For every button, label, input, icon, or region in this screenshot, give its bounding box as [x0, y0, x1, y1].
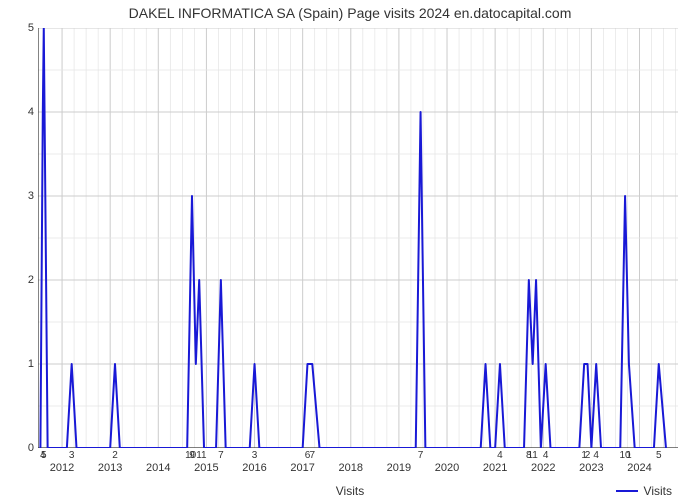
y-tick-label: 3: [4, 190, 34, 202]
x-tick-label: 2021: [483, 462, 507, 474]
x-tick-label: 2020: [435, 462, 459, 474]
plot-area: [38, 28, 678, 448]
x-tick-label: 2022: [531, 462, 555, 474]
x-tick-label: 2015: [194, 462, 218, 474]
data-point-label: 2: [585, 450, 591, 461]
y-tick-label: 0: [4, 442, 34, 454]
y-tick-label: 4: [4, 106, 34, 118]
x-tick-label: 2016: [242, 462, 266, 474]
x-tick-label: 2024: [627, 462, 651, 474]
x-tick-label: 2013: [98, 462, 122, 474]
data-point-label: 2: [112, 450, 118, 461]
legend-label: Visits: [644, 484, 672, 498]
chart-svg: [38, 28, 678, 448]
x-axis-label: Visits: [0, 484, 700, 498]
legend: Visits: [616, 484, 672, 498]
legend-swatch: [616, 490, 638, 492]
data-point-label: 1: [626, 450, 632, 461]
y-tick-label: 5: [4, 22, 34, 34]
y-tick-label: 2: [4, 274, 34, 286]
data-point-label: 7: [310, 450, 316, 461]
data-point-label: 11: [527, 450, 537, 461]
y-tick-label: 1: [4, 358, 34, 370]
x-tick-label: 2023: [579, 462, 603, 474]
data-point-label: 4: [593, 450, 599, 461]
data-point-label: 5: [41, 450, 47, 461]
chart-title: DAKEL INFORMATICA SA (Spain) Page visits…: [0, 5, 700, 21]
data-point-label: 3: [69, 450, 75, 461]
data-point-label: 4: [543, 450, 549, 461]
x-tick-label: 2014: [146, 462, 170, 474]
x-tick-label: 2017: [290, 462, 314, 474]
data-point-label: 5: [656, 450, 662, 461]
data-point-label: 4: [497, 450, 503, 461]
data-point-label: 1011: [185, 450, 207, 461]
data-point-label: 7: [218, 450, 224, 461]
x-tick-label: 2018: [339, 462, 363, 474]
chart-container: DAKEL INFORMATICA SA (Spain) Page visits…: [0, 0, 700, 500]
data-point-label: 7: [418, 450, 424, 461]
x-tick-label: 2012: [50, 462, 74, 474]
x-tick-label: 2019: [387, 462, 411, 474]
data-point-label: 3: [252, 450, 258, 461]
